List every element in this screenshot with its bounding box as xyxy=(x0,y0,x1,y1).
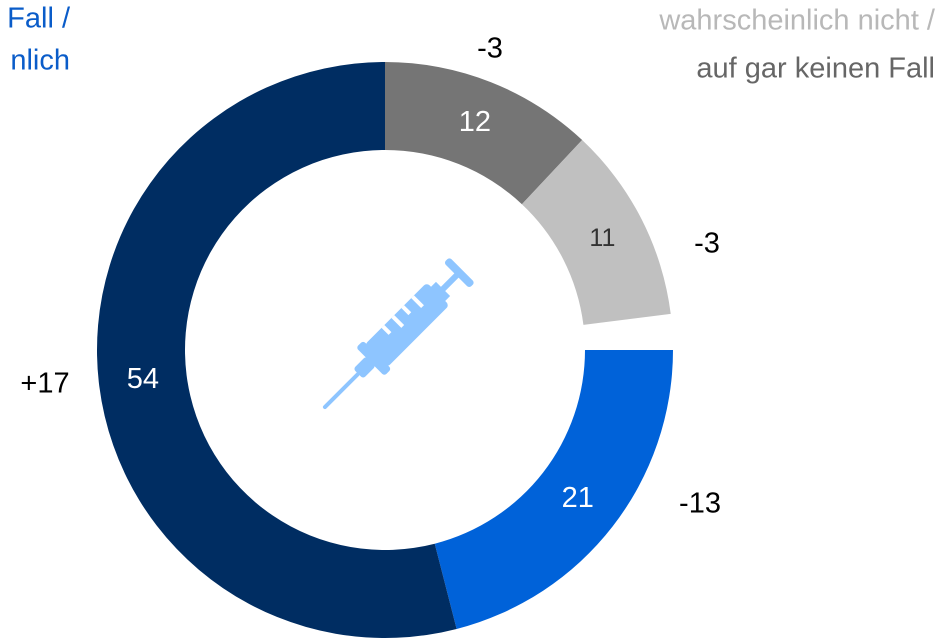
change-label: +17 xyxy=(20,368,69,400)
donut-segment xyxy=(97,61,457,638)
change-label: -3 xyxy=(477,33,503,65)
legend-label: wahrscheinlich nicht / xyxy=(658,5,936,37)
legend-label: auf gar keinen Fall xyxy=(696,53,935,85)
donut-segment xyxy=(434,350,673,629)
value-label: 12 xyxy=(459,106,491,138)
value-label: 11 xyxy=(589,224,615,252)
change-label: -13 xyxy=(679,488,721,520)
change-label: -3 xyxy=(694,228,720,260)
donut-segment xyxy=(521,140,671,325)
value-label: 54 xyxy=(127,363,159,395)
legend-label: Fall / xyxy=(7,3,71,35)
legend-label: nlich xyxy=(10,45,70,77)
donut xyxy=(97,61,673,638)
value-label: 21 xyxy=(562,482,594,514)
donut-segment xyxy=(385,62,583,205)
syringe-icon xyxy=(322,258,474,410)
